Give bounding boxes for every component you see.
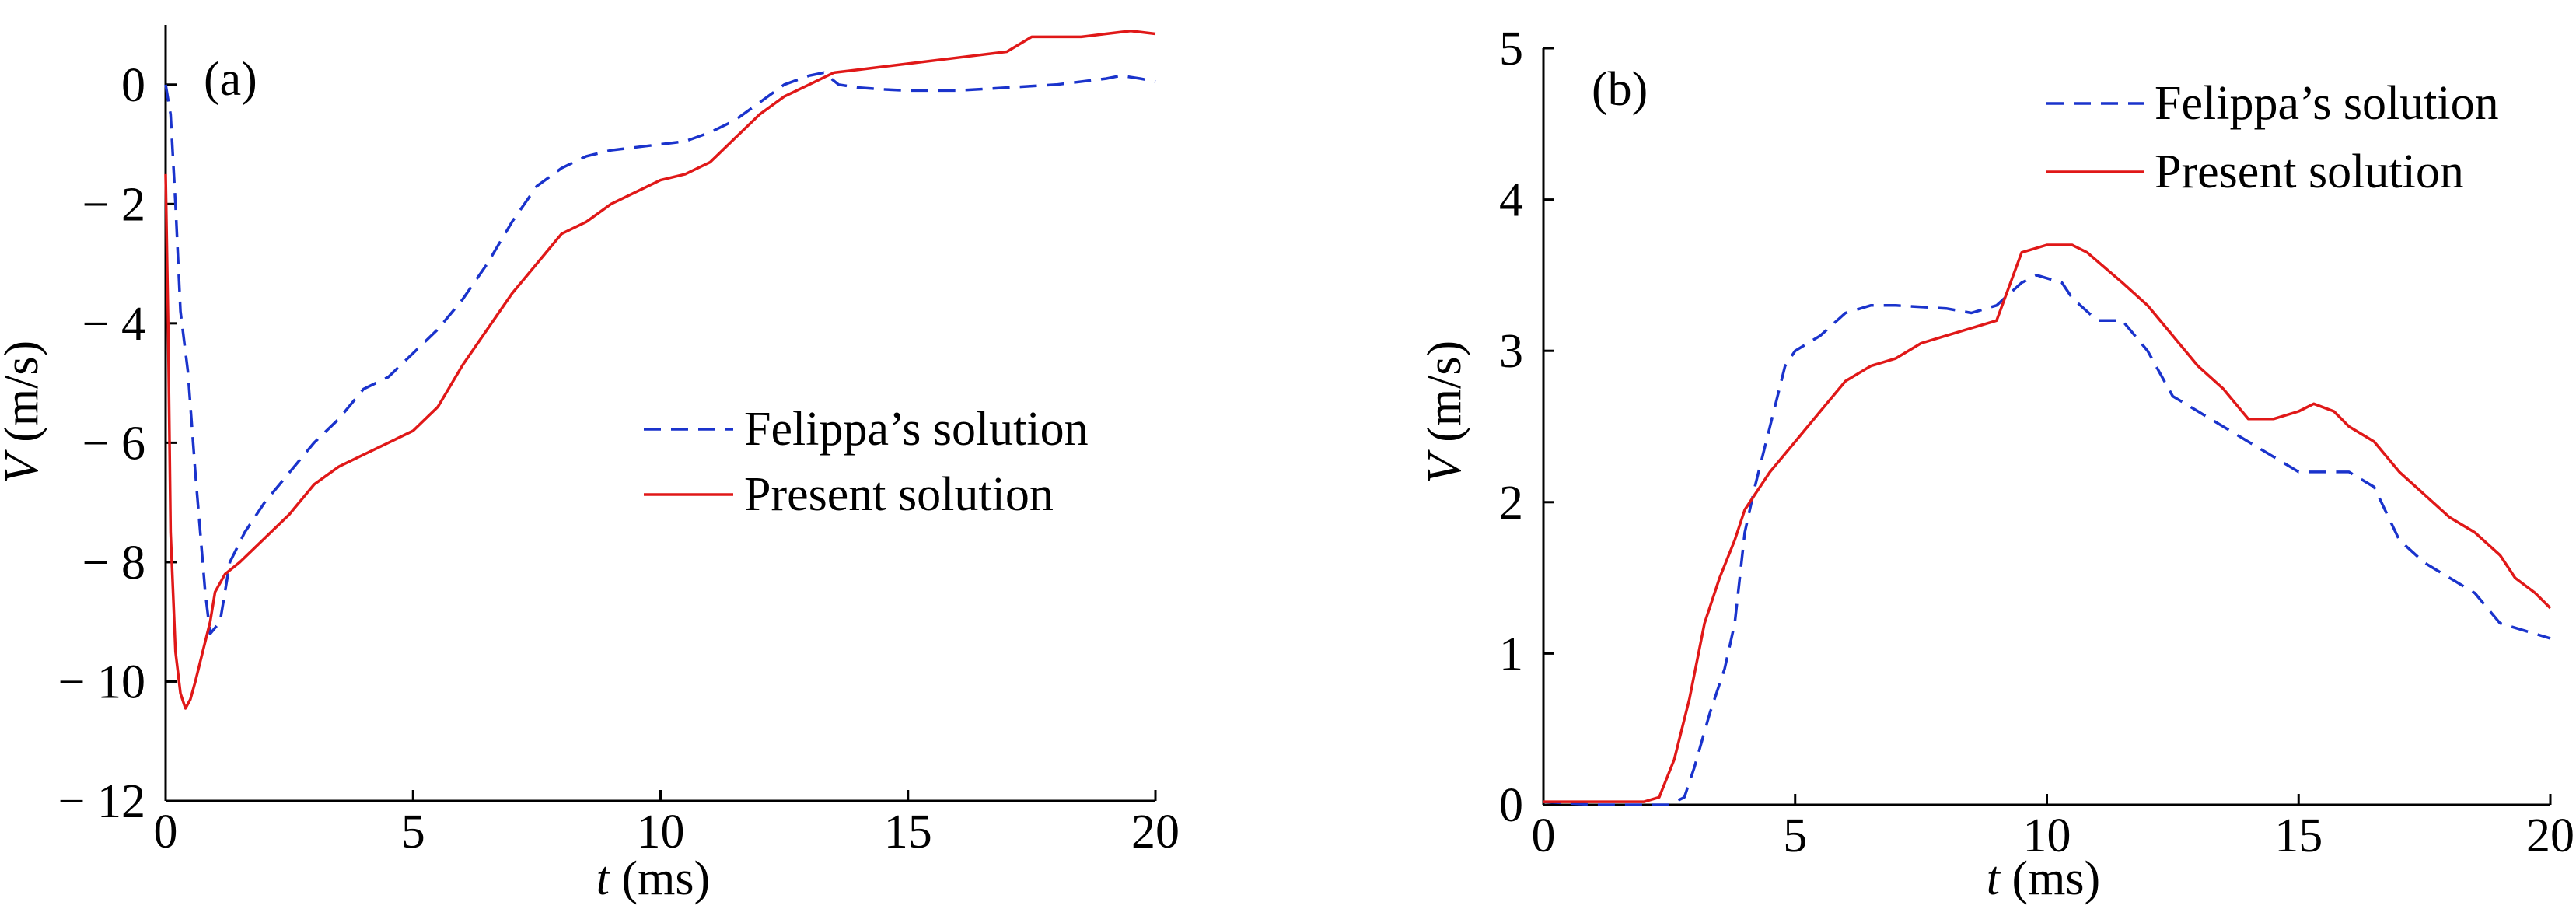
x-axis-label-variable: t (1987, 852, 2001, 905)
x-tick-label: 0 (154, 806, 178, 858)
y-tick-label: 1 (1499, 628, 1523, 680)
panel-b: 0 5 10 15 20 0 1 2 3 4 5 t (ms) V (m/s) (b) Felippa’s … (1418, 23, 2574, 905)
y-tick-label: − 4 (82, 298, 145, 351)
y-tick-label: 3 (1499, 325, 1523, 378)
x-axis-label: t (ms) (1987, 852, 2100, 905)
series-line-present (1543, 243, 2552, 803)
y-axis-label: V (m/s) (0, 341, 48, 484)
x-tick-label: 5 (401, 806, 425, 858)
x-axis-label-variable: t (596, 852, 611, 905)
y-tick-label: − 2 (82, 178, 145, 231)
y-tick-label: 0 (121, 59, 145, 112)
y-axis-label-unit: (m/s) (0, 341, 48, 454)
y-tick-label: − 10 (58, 656, 145, 708)
x-tick-label: 20 (2526, 809, 2574, 862)
x-tick-label: 10 (637, 806, 685, 858)
y-tick-label: − 12 (58, 775, 145, 828)
series-line-felippa (1543, 274, 2551, 806)
y-tick-label: 2 (1499, 477, 1523, 530)
panel-label: (b) (1592, 63, 1648, 116)
y-tick-label: 0 (1499, 779, 1523, 832)
y-tick-label: 5 (1499, 23, 1523, 75)
y-tick-label: 4 (1499, 174, 1523, 227)
panel-a: 0 5 10 15 20 0 − 2 − 4 − 6 − 8 − 10 − 12 t (ms) V (m/… (0, 25, 1180, 905)
x-axis-label: t (ms) (596, 852, 710, 905)
y-axis-label-variable: V (0, 449, 48, 484)
legend-label: Present solution (744, 468, 1054, 521)
x-tick-label: 10 (2023, 809, 2071, 862)
legend-label: Felippa’s solution (744, 403, 1089, 456)
series-line-felippa (164, 71, 1156, 635)
series-line-present (164, 29, 1156, 710)
panel-label: (a) (204, 53, 257, 106)
y-tick-label: − 6 (82, 417, 145, 470)
legend-label: Present solution (2155, 145, 2464, 198)
legend-label: Felippa’s solution (2155, 77, 2499, 130)
y-tick-label: − 8 (82, 537, 145, 589)
x-tick-label: 5 (1783, 809, 1807, 862)
x-tick-label: 0 (1532, 809, 1556, 862)
x-axis-label-unit: (ms) (2000, 852, 2100, 905)
x-tick-label: 20 (1131, 806, 1180, 858)
y-axis-label-variable: V (1418, 449, 1471, 484)
x-axis-label-unit: (ms) (610, 852, 710, 905)
y-axis-label-unit: (m/s) (1418, 341, 1471, 454)
x-tick-label: 15 (884, 806, 932, 858)
x-tick-label: 15 (2274, 809, 2323, 862)
y-axis-label: V (m/s) (1418, 341, 1471, 484)
